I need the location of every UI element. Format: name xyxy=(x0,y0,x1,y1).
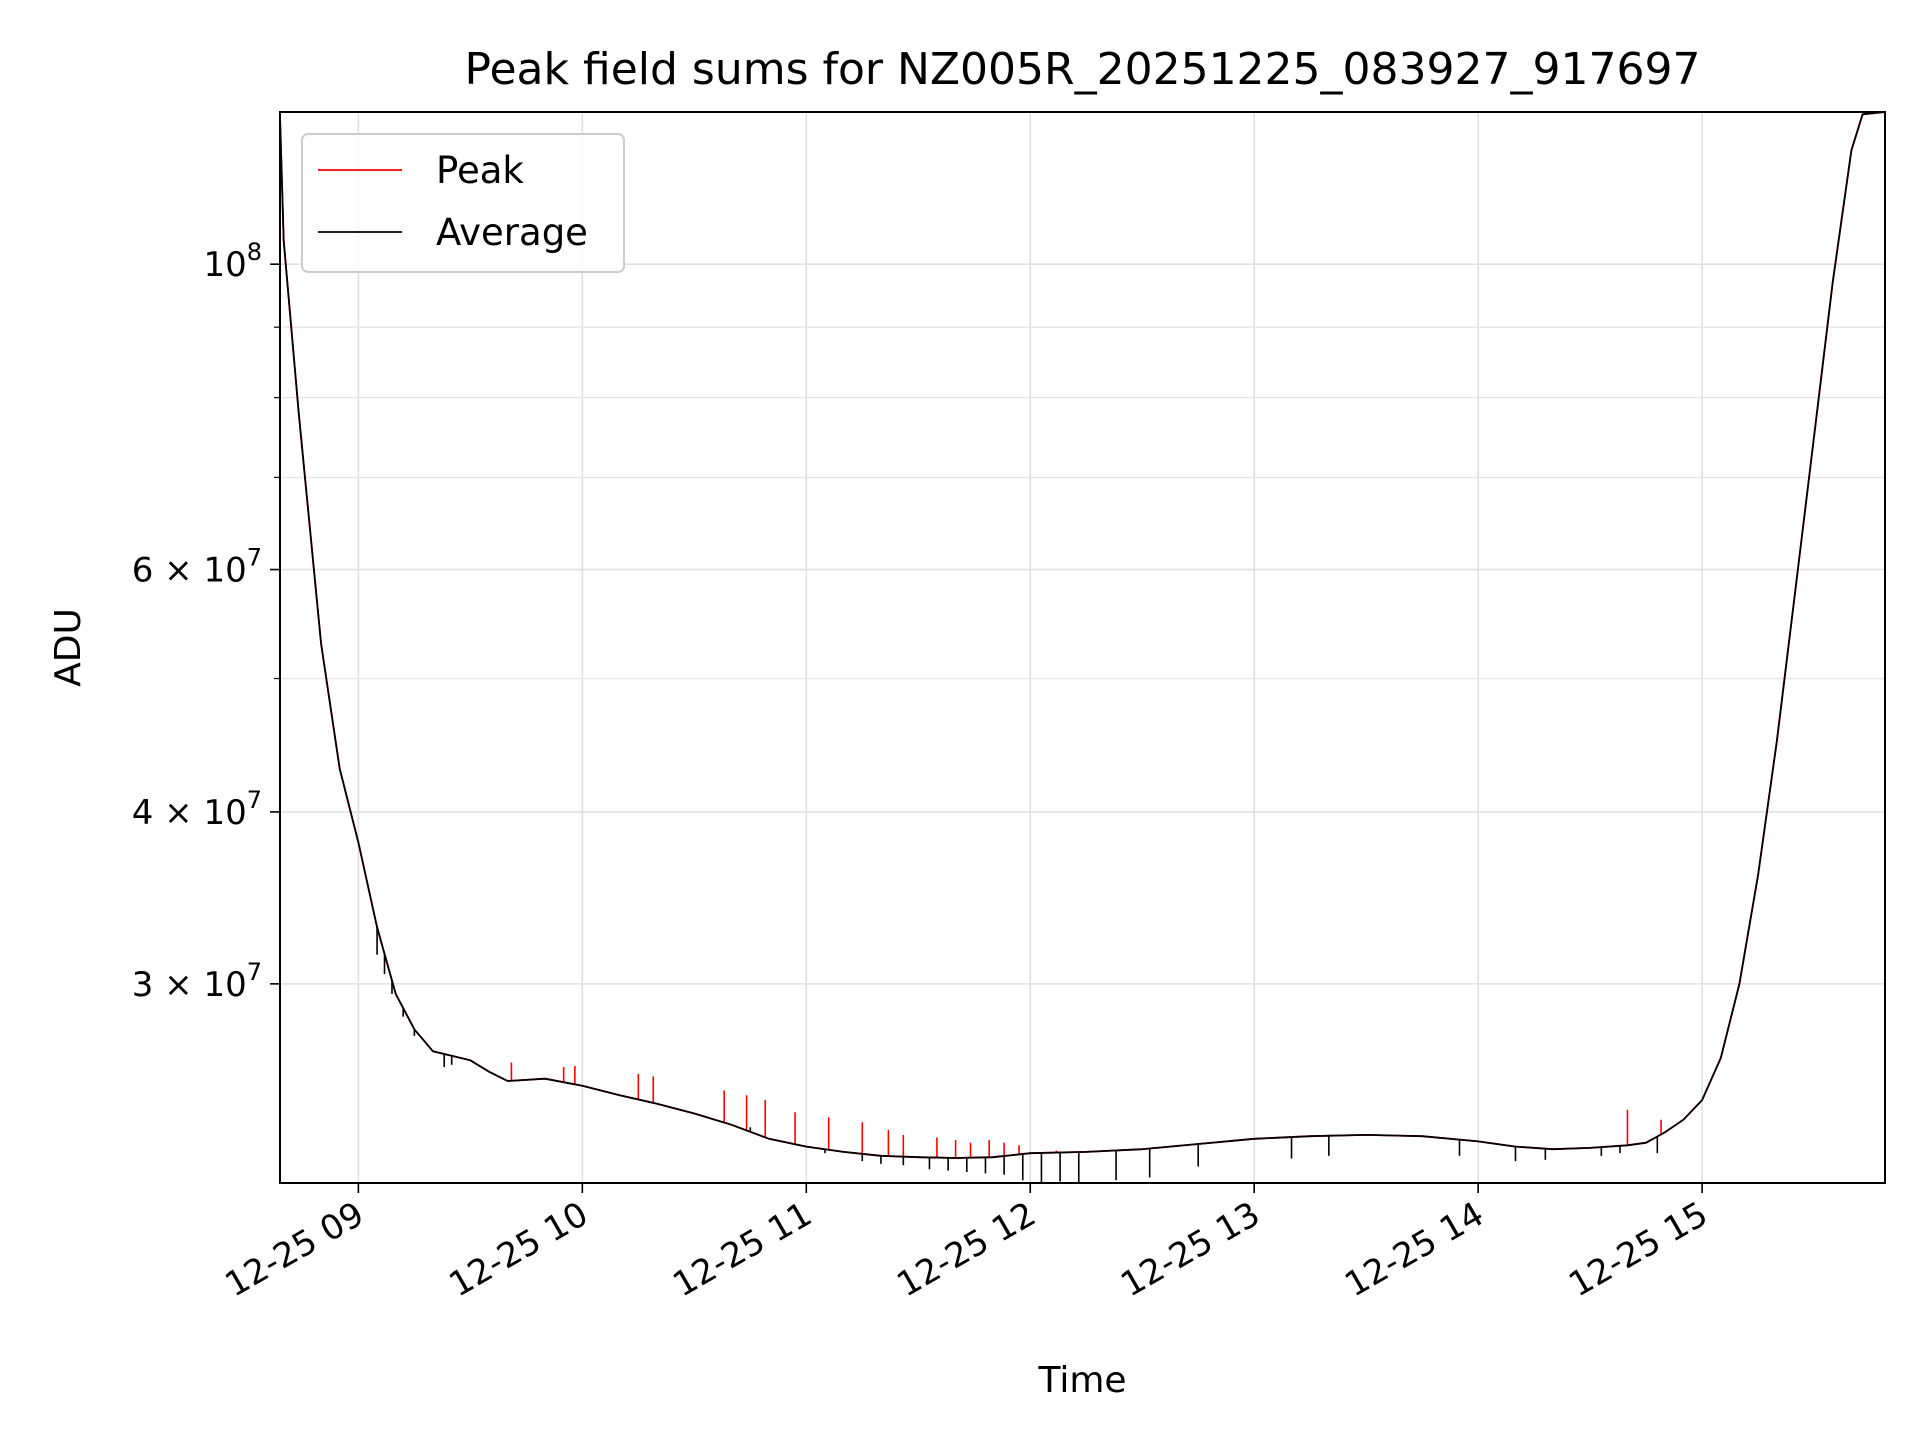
legend: Peak Average xyxy=(301,133,625,273)
legend-label-average: Average xyxy=(436,211,588,254)
y-tick-label: 108 xyxy=(203,238,262,285)
y-tick-label-base: 4 × 10 xyxy=(132,793,247,833)
y-tick-label: 4 × 107 xyxy=(132,786,262,833)
x-axis-label: Time xyxy=(1037,1360,1126,1401)
series-line-average xyxy=(280,112,1885,1159)
y-axis-label: ADU xyxy=(48,608,89,687)
y-tick-label-exponent: 8 xyxy=(247,238,262,266)
legend-label-peak: Peak xyxy=(436,149,524,192)
chart-title: Peak field sums for NZ005R_20251225_0839… xyxy=(465,44,1701,95)
y-tick-label-base: 3 × 10 xyxy=(132,965,247,1005)
y-tick-label-exponent: 7 xyxy=(247,544,262,572)
grid xyxy=(280,112,1885,1183)
plot-frame xyxy=(279,111,1886,1184)
y-tick-label: 6 × 107 xyxy=(132,544,262,591)
series-layer xyxy=(280,112,1885,1183)
y-tick-label: 3 × 107 xyxy=(132,958,262,1005)
y-tick-label-base: 6 × 10 xyxy=(132,551,247,591)
y-tick-label-exponent: 7 xyxy=(247,958,262,986)
legend-box xyxy=(301,133,625,273)
y-tick-label-base: 10 xyxy=(203,245,246,285)
series-group xyxy=(280,112,1885,1183)
y-tick-label-exponent: 7 xyxy=(247,786,262,814)
